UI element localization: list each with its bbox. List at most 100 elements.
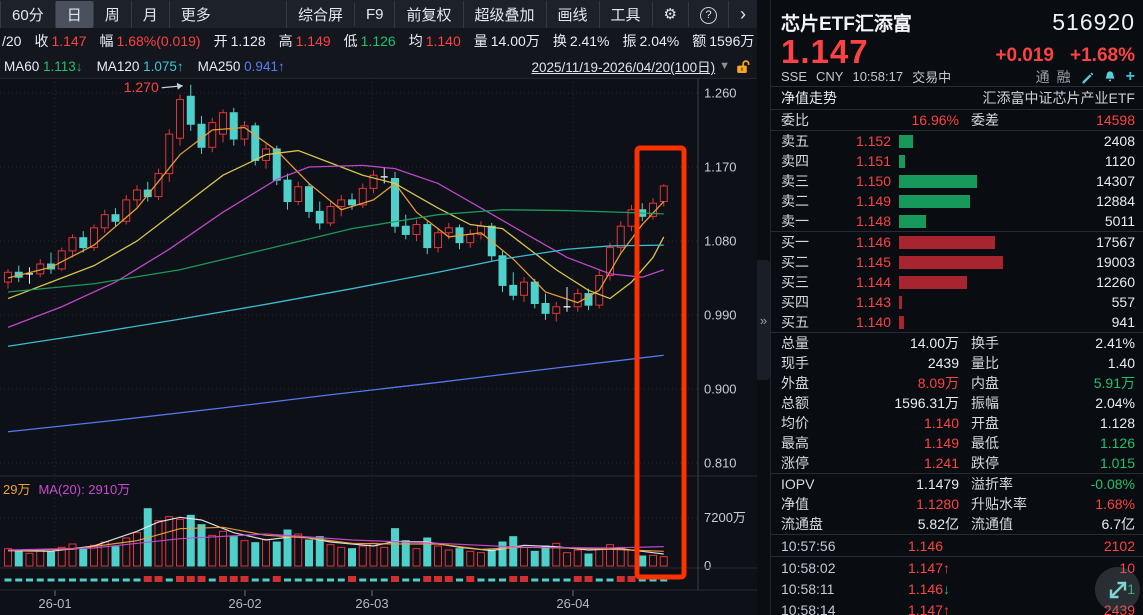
chevron-right-icon[interactable]: › xyxy=(728,0,757,28)
quote-item-振: 振 2.04% xyxy=(622,33,680,49)
divider xyxy=(771,231,1143,232)
quote-item-量: 量 14.00万 xyxy=(473,33,540,49)
tag-通: 通 xyxy=(1035,68,1050,85)
bid-ask-ratio: 委比 16.96% 委差 14598 xyxy=(781,112,1135,128)
order-row-buy-买四[interactable]: 买四 1.143 557 xyxy=(781,294,1135,310)
instrument-header: 芯片ETF汇添富 516920 xyxy=(771,0,1143,36)
add-watchlist-icon[interactable]: + xyxy=(1125,67,1135,85)
stat-row-外盘: 外盘 8.09万 内盘 5.91万 xyxy=(781,375,1135,391)
toolbar-button-画线[interactable]: 画线 xyxy=(545,0,599,28)
panel-divider: » xyxy=(757,0,770,615)
period-tab-月[interactable]: 月 xyxy=(130,0,169,28)
nav-subtab-row: 净值走势 汇添富中证芯片产业ETF xyxy=(771,86,1143,110)
quote-item-幅: 幅 1.68%(0.019) xyxy=(99,33,201,49)
depth-bar xyxy=(899,255,1003,269)
candlestick-chart[interactable]: 1.260 1.170 1.080 0.990 0.900 0.810 26-01 26-02… xyxy=(0,78,757,615)
divider xyxy=(771,130,1143,131)
instrument-code: 516920 xyxy=(1052,9,1135,35)
ma-legend-bar: MA60 1.113↓ MA120 1.075↑ MA250 0.941↑ 2025… xyxy=(0,54,757,79)
tick-row-10:58:02: 10:58:02 1.147 ↑ 10 xyxy=(781,559,1135,576)
ma-legend-MA250: MA250 0.941↑ xyxy=(197,58,285,74)
quote-item-开: 开 1.128 xyxy=(213,33,266,49)
depth-bar xyxy=(899,235,995,249)
period-tab-日[interactable]: 日 xyxy=(54,0,93,28)
ma-legend-MA120: MA120 1.075↑ xyxy=(96,58,184,74)
svg-text:1.260: 1.260 xyxy=(704,86,737,101)
ma-legend-MA60: MA60 1.113↓ xyxy=(4,58,83,74)
depth-bar xyxy=(899,295,902,309)
stat-row-IOPV: IOPV 1.1479 溢折率 -0.08% xyxy=(781,476,1135,492)
order-book-sells: 卖五 1.152 2408 卖四 1.151 1120 卖三 1.150 14307 卖二 1.14… xyxy=(771,131,1143,231)
divider xyxy=(771,534,1143,535)
price-row: 1.147 +0.019 +1.68% xyxy=(771,33,1143,70)
toolbar-button-工具[interactable]: 工具 xyxy=(598,0,652,28)
quote-items: 收 1.147 幅 1.68%(0.019) 开 1.128 高 1.149 低 1.126 均 1.… xyxy=(34,31,767,51)
stat-row-涨停: 涨停 1.241 跌停 1.015 xyxy=(781,455,1135,471)
depth-bar xyxy=(899,194,970,208)
quote-action-icons: 通融 + xyxy=(1036,67,1135,87)
toolbar-button-超级叠加[interactable]: 超级叠加 xyxy=(462,0,546,28)
order-row-buy-买一[interactable]: 买一 1.146 17567 xyxy=(781,234,1135,250)
svg-text:7200万: 7200万 xyxy=(704,510,746,525)
svg-text:26-01: 26-01 xyxy=(38,596,71,611)
exchange-label: SSE xyxy=(781,69,808,84)
svg-text:1.170: 1.170 xyxy=(704,159,737,174)
toolbar-button-前复权[interactable]: 前复权 xyxy=(394,0,462,28)
period-tab-周[interactable]: 周 xyxy=(92,0,131,28)
quote-item-低: 低 1.126 xyxy=(343,33,396,49)
settings-gear-icon[interactable]: ⚙ xyxy=(651,2,688,26)
stat-row-现手: 现手 2439 量比 1.40 xyxy=(781,355,1135,371)
svg-text:0.990: 0.990 xyxy=(704,307,737,322)
stat-row-净值: 净值 1.1280 升贴水率 1.68% xyxy=(781,496,1135,512)
svg-text:1.080: 1.080 xyxy=(704,233,737,248)
svg-text:0.900: 0.900 xyxy=(704,381,737,396)
help-icon[interactable]: ? xyxy=(688,1,728,27)
tab-nav-trend[interactable]: 净值走势 xyxy=(781,90,837,106)
stat-row-均价: 均价 1.140 开盘 1.128 xyxy=(781,415,1135,431)
stats-grid: 总量 14.00万 换手 2.41% 现手 2439 量比 1.40 外盘 8.09万 内盘 5.91… xyxy=(771,333,1143,473)
stat-row-最高: 最高 1.149 最低 1.126 xyxy=(781,435,1135,451)
depth-bar xyxy=(899,134,913,148)
last-price: 1.147 xyxy=(781,33,869,70)
expand-panel-button[interactable] xyxy=(1095,567,1140,612)
svg-text:0: 0 xyxy=(704,558,711,573)
tag-融: 融 xyxy=(1056,68,1071,85)
edit-pencil-icon[interactable] xyxy=(1080,70,1094,84)
trading-status: 交易中 xyxy=(912,70,952,85)
order-row-sell-卖一[interactable]: 卖一 1.148 5011 xyxy=(781,213,1135,229)
toolbar-button-综合屏[interactable]: 综合屏 xyxy=(285,0,354,28)
depth-bar xyxy=(899,154,905,168)
divider xyxy=(771,473,1143,474)
currency-label: CNY xyxy=(816,69,844,84)
market-info-row: SSE CNY 10:58:17 交易中 通融 + xyxy=(771,67,1143,86)
depth-bar xyxy=(899,315,904,329)
valuation-grid: IOPV 1.1479 溢折率 -0.08% 净值 1.1280 升贴水率 1.68% 流通盘 5… xyxy=(771,474,1143,534)
order-row-sell-卖五[interactable]: 卖五 1.152 2408 xyxy=(781,133,1135,149)
order-row-sell-卖三[interactable]: 卖三 1.150 14307 xyxy=(781,173,1135,189)
quote-time: 10:58:17 xyxy=(852,69,904,84)
ma-items: MA60 1.113↓ MA120 1.075↑ MA250 0.941↑ xyxy=(4,59,299,74)
order-row-sell-卖四[interactable]: 卖四 1.151 1120 xyxy=(781,153,1135,169)
order-row-sell-卖二[interactable]: 卖二 1.149 12884 xyxy=(781,193,1135,209)
quote-panel: 芯片ETF汇添富 516920 1.147 +0.019 +1.68% SSE … xyxy=(770,0,1143,615)
tick-row-10:57:56: 10:57:56 1.146 2102 xyxy=(781,537,1135,554)
order-row-buy-买三[interactable]: 买三 1.144 12260 xyxy=(781,274,1135,290)
depth-bar xyxy=(899,174,977,188)
chevron-down-icon[interactable]: ▼ xyxy=(719,60,730,72)
date-range-selector[interactable]: 2025/11/19-2026/04/20(100日) xyxy=(531,60,716,75)
volume-ma-legend: 29万 MA(20): 2910万 xyxy=(3,482,131,497)
order-row-buy-买二[interactable]: 买二 1.145 19003 xyxy=(781,254,1135,270)
toolbar-button-F9[interactable]: F9 xyxy=(353,2,395,26)
period-tab-更多[interactable]: 更多 xyxy=(168,0,222,28)
collapse-panel-handle[interactable]: » xyxy=(757,260,770,380)
help-glyph: ? xyxy=(700,6,717,24)
tick-arrow-up: ↑ xyxy=(943,601,950,615)
divider xyxy=(771,556,1143,557)
unlock-icon[interactable] xyxy=(736,59,751,74)
order-row-buy-买五[interactable]: 买五 1.140 941 xyxy=(781,314,1135,330)
alert-bell-icon[interactable] xyxy=(1103,70,1117,84)
period-tab-60分[interactable]: 60分 xyxy=(0,0,55,28)
tick-list-previous: 10:57:56 1.146 2102 xyxy=(771,535,1143,556)
svg-text:26-02: 26-02 xyxy=(228,596,261,611)
